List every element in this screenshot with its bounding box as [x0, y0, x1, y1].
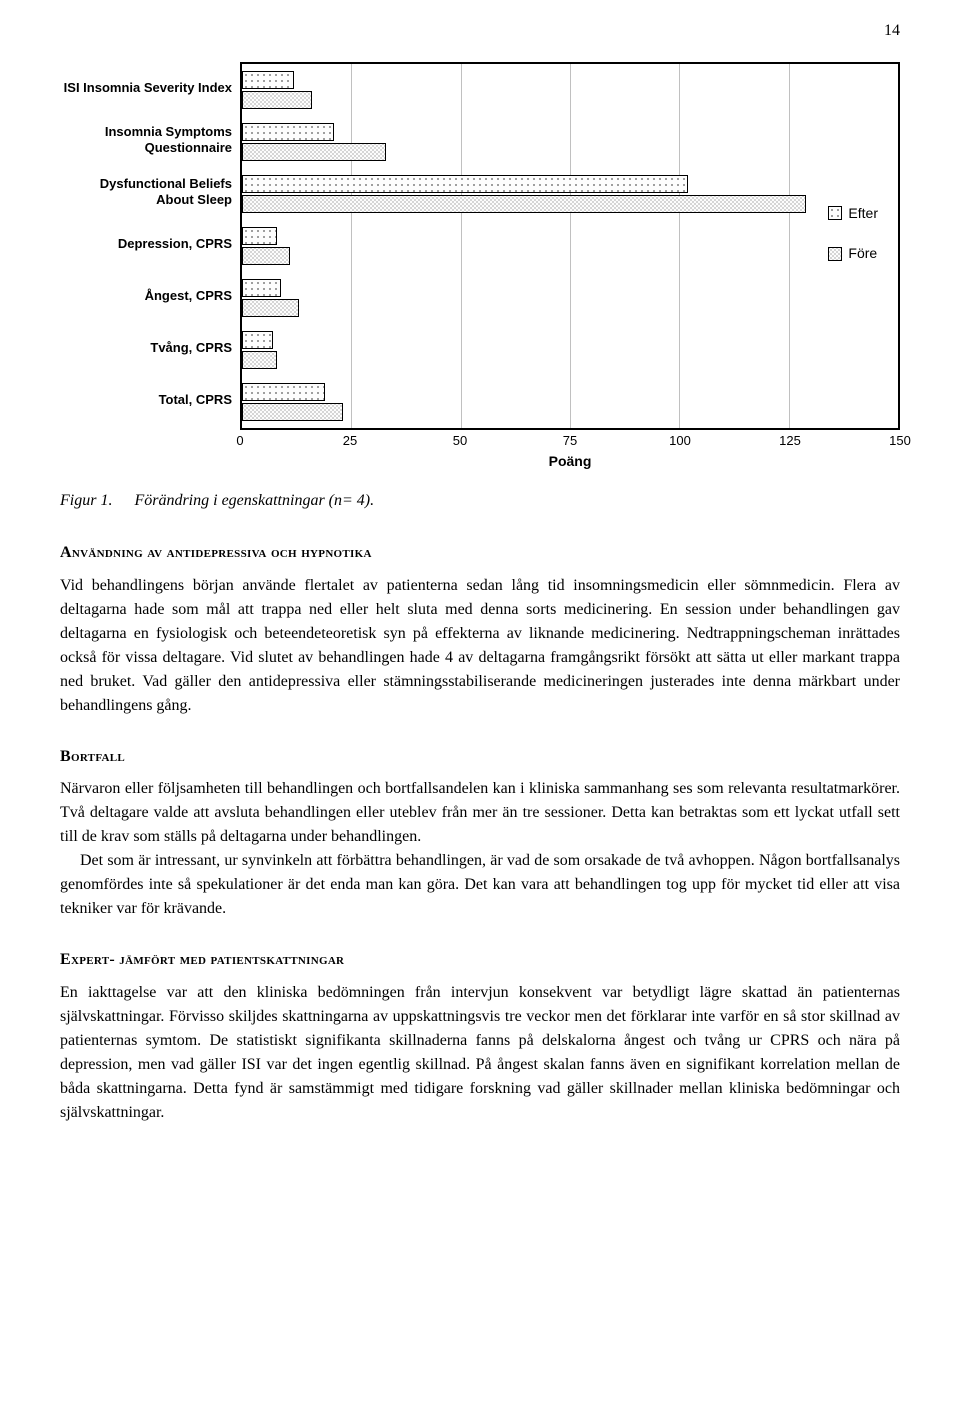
x-tick: 100 [669, 432, 691, 450]
paragraph: En iakttagelse var att den kliniska bedö… [60, 981, 900, 1125]
bar-group [242, 376, 898, 428]
bar-fore [242, 143, 386, 161]
paragraph: Närvaron eller följsamheten till behandl… [60, 777, 900, 849]
bar-group [242, 168, 898, 220]
x-tick: 50 [453, 432, 467, 450]
bar-fore [242, 299, 299, 317]
x-tick: 75 [563, 432, 577, 450]
bar-efter [242, 71, 294, 89]
bar-efter [242, 227, 277, 245]
section-heading-bortfall: Bortfall [60, 746, 900, 768]
bar-efter [242, 175, 688, 193]
x-axis-label: Poäng [240, 452, 900, 471]
figure-caption-text: Förändring i egenskattningar (n= 4). [134, 492, 374, 509]
bar-group [242, 220, 898, 272]
bar-group [242, 272, 898, 324]
category-label: Tvång, CPRS [60, 322, 232, 374]
bar-fore [242, 247, 290, 265]
category-label: Depression, CPRS [60, 218, 232, 270]
category-label: ISI Insomnia Severity Index [60, 62, 232, 114]
bar-group [242, 324, 898, 376]
bar-efter [242, 123, 334, 141]
paragraph: Vid behandlingens början använde flertal… [60, 574, 900, 718]
figure-caption: Figur 1. Förändring i egenskattningar (n… [60, 490, 900, 512]
x-tick: 125 [779, 432, 801, 450]
section-heading-antidepressiva: Användning av antidepressiva och hypnoti… [60, 542, 900, 564]
x-tick: 0 [236, 432, 243, 450]
bar-efter [242, 279, 281, 297]
bar-chart: ISI Insomnia Severity IndexInsomnia Symp… [60, 62, 900, 471]
bar-fore [242, 351, 277, 369]
category-label: Total, CPRS [60, 374, 232, 426]
figure-number: Figur 1. [60, 492, 112, 509]
category-label: Dysfunctional Beliefs About Sleep [60, 166, 232, 218]
section-heading-expert: Expert- jämfört med patientskattningar [60, 949, 900, 971]
page-number: 14 [60, 20, 900, 42]
bar-fore [242, 91, 312, 109]
paragraph: Det som är intressant, ur synvinkeln att… [60, 849, 900, 921]
x-tick: 25 [343, 432, 357, 450]
category-label: Insomnia Symptoms Questionnaire [60, 114, 232, 166]
category-label: Ångest, CPRS [60, 270, 232, 322]
bar-group [242, 64, 898, 116]
bar-group [242, 116, 898, 168]
bar-fore [242, 403, 343, 421]
bar-efter [242, 383, 325, 401]
bar-fore [242, 195, 806, 213]
x-tick: 150 [889, 432, 911, 450]
bar-efter [242, 331, 273, 349]
